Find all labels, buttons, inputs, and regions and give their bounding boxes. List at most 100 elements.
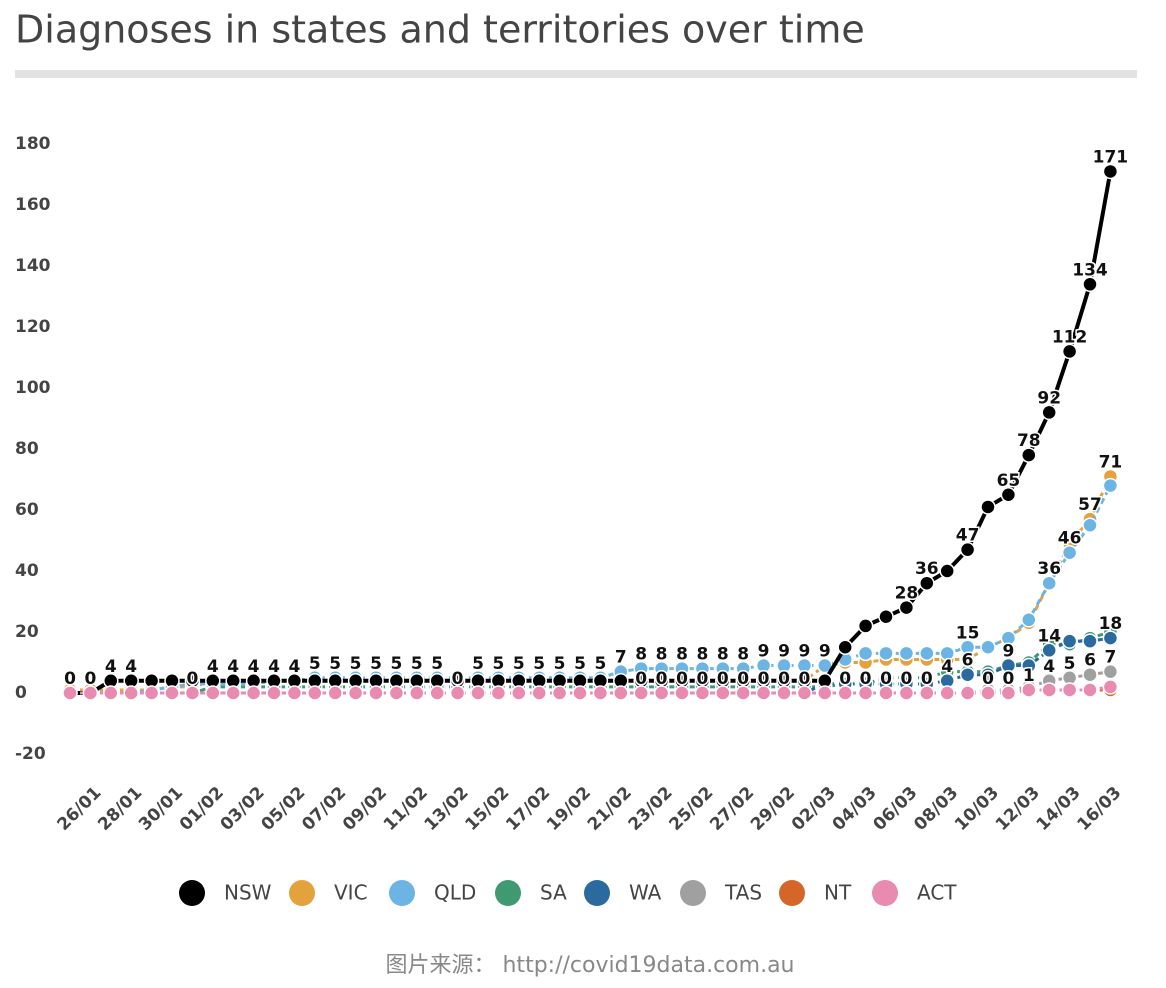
data-point	[103, 685, 119, 701]
data-point	[1102, 663, 1119, 680]
x-tick-label: 23/02	[625, 783, 677, 835]
data-point	[674, 685, 690, 701]
data-point	[735, 685, 751, 701]
legend-item: NSW	[179, 880, 272, 906]
legend-label: VIC	[334, 881, 368, 905]
data-label: 4	[288, 657, 300, 677]
y-tick-label: 100	[15, 378, 51, 398]
data-point	[572, 685, 588, 701]
data-point	[1061, 544, 1078, 561]
data-label: 9	[778, 642, 790, 662]
x-tick-label: 11/02	[380, 783, 432, 835]
data-label: 0	[860, 669, 872, 689]
y-tick-label: 180	[15, 134, 51, 154]
data-label: 5	[329, 654, 341, 674]
data-label: 5	[594, 654, 606, 674]
data-label: 0	[696, 669, 708, 689]
data-label: 9	[798, 642, 810, 662]
data-label: 0	[656, 669, 668, 689]
legend-swatch	[495, 880, 521, 906]
legend-swatch	[680, 880, 706, 906]
data-label: 0	[921, 669, 933, 689]
data-label: 112	[1052, 327, 1088, 347]
data-point	[143, 685, 160, 701]
data-point	[62, 685, 78, 701]
legend-swatch	[779, 880, 805, 906]
data-point	[1021, 657, 1037, 674]
data-point	[837, 639, 853, 655]
data-point	[959, 685, 976, 701]
data-point	[368, 685, 384, 701]
data-point	[409, 685, 425, 701]
data-point	[327, 685, 343, 701]
legend-swatch	[179, 880, 205, 906]
data-point	[205, 685, 221, 701]
data-label: 6	[1084, 651, 1096, 671]
data-point	[755, 657, 772, 674]
data-label: 65	[997, 471, 1021, 491]
data-point	[592, 685, 609, 701]
data-label: 4	[248, 657, 260, 677]
chart-title: Diagnoses in states and territories over…	[15, 8, 865, 52]
data-label: 0	[798, 669, 810, 689]
x-tick-label: 19/02	[543, 783, 595, 835]
data-point	[1000, 685, 1017, 701]
legend-label: SA	[540, 881, 567, 905]
x-tick-label: 13/02	[421, 783, 473, 835]
data-point	[776, 657, 792, 674]
x-tick-label: 28/01	[94, 783, 146, 835]
x-tick-label: 26/01	[53, 783, 105, 835]
data-label: 8	[656, 645, 668, 665]
data-label: 8	[717, 645, 729, 665]
x-tick-label: 02/03	[788, 783, 840, 835]
data-label: 8	[737, 645, 749, 665]
data-label: 134	[1072, 260, 1108, 280]
data-label: 5	[431, 654, 443, 674]
data-point	[1041, 682, 1057, 698]
x-tick-label: 27/02	[706, 783, 758, 835]
data-point	[225, 685, 241, 701]
data-point	[837, 685, 853, 701]
legend-swatch	[289, 880, 315, 906]
data-label: 28	[895, 584, 919, 604]
x-tick-label: 17/02	[502, 783, 554, 835]
data-point	[919, 645, 935, 662]
data-point	[429, 685, 445, 701]
data-label: 0	[737, 669, 749, 689]
x-tick-label: 12/03	[992, 783, 1044, 835]
data-label: 7	[615, 648, 627, 668]
x-tick-label: 21/02	[584, 783, 636, 835]
data-point	[817, 685, 833, 701]
data-label: 0	[900, 669, 912, 689]
data-label: 9	[758, 642, 770, 662]
data-label: 4	[207, 657, 219, 677]
data-label: 0	[778, 669, 790, 689]
data-label: 46	[1058, 529, 1082, 549]
y-tick-label: 0	[15, 683, 27, 703]
data-point	[1102, 679, 1119, 695]
y-tick-label: 20	[15, 622, 39, 642]
legend-item: SA	[495, 880, 567, 906]
data-point	[857, 685, 874, 701]
y-tick-label: 160	[15, 195, 51, 215]
data-point	[286, 685, 303, 701]
data-label: 4	[125, 657, 137, 677]
data-label: 0	[1002, 669, 1014, 689]
x-tick-label: 10/03	[951, 783, 1003, 835]
legend-item: QLD	[389, 880, 476, 906]
data-point	[388, 685, 405, 701]
data-label: 5	[350, 654, 362, 674]
x-tick-label: 25/02	[665, 783, 717, 835]
data-label: 57	[1078, 495, 1102, 515]
data-point	[1021, 682, 1037, 698]
y-tick-label: 60	[15, 500, 39, 520]
data-label: 9	[1002, 642, 1014, 662]
y-tick-label: 120	[15, 317, 51, 337]
data-point	[857, 618, 874, 634]
data-point	[1102, 630, 1119, 646]
data-point	[878, 685, 894, 701]
data-label: 0	[186, 669, 198, 689]
data-label: 0	[982, 669, 994, 689]
y-tick-label: 140	[15, 256, 51, 276]
data-label: 0	[635, 669, 647, 689]
